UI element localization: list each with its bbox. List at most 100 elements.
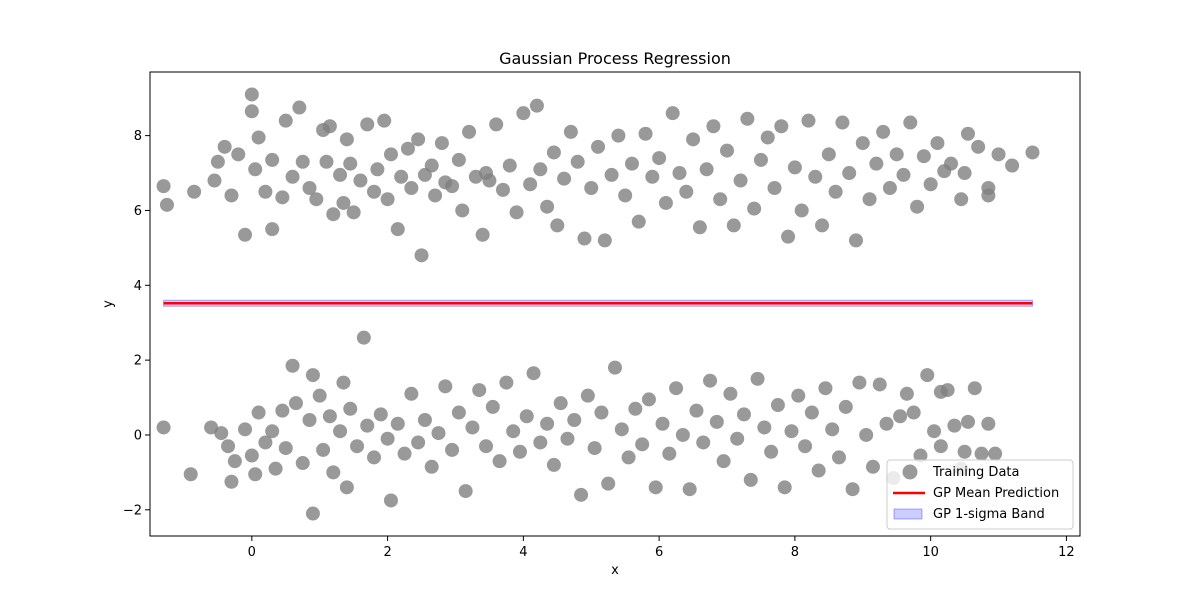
training-data-point (882, 181, 897, 195)
training-data-point (278, 113, 293, 128)
training-data-point (944, 156, 959, 171)
training-data-point (658, 195, 673, 210)
training-data-point (210, 154, 225, 169)
training-data-point (397, 446, 412, 461)
training-data-point (618, 188, 633, 203)
training-data-point (390, 222, 405, 237)
training-data-point (434, 136, 449, 151)
training-data-point (424, 158, 439, 173)
training-data-point (411, 435, 426, 450)
training-data-point (326, 207, 341, 222)
training-data-point (601, 476, 616, 491)
training-data-point (587, 441, 602, 456)
plot-area (149, 71, 1081, 537)
training-data-point (801, 113, 816, 128)
y-tick-label: 8 (134, 129, 142, 144)
training-data-point (584, 181, 599, 195)
training-data-point (451, 152, 466, 167)
training-data-point (339, 480, 354, 495)
training-data-point (156, 179, 171, 194)
training-data-point (757, 420, 772, 435)
training-data-point (445, 442, 460, 457)
training-data-point (960, 414, 975, 429)
training-data-point (380, 431, 395, 446)
training-data-point (747, 201, 762, 216)
training-data-point (244, 87, 259, 102)
training-data-point (967, 381, 982, 396)
training-data-point (248, 467, 263, 482)
training-data-point (686, 132, 701, 147)
training-data-point (455, 203, 470, 218)
training-data-point (509, 205, 524, 220)
training-data-point (614, 422, 629, 437)
training-data-point (903, 115, 918, 130)
training-data-point (400, 141, 415, 156)
training-data-point (645, 169, 660, 184)
training-data-point (214, 426, 229, 441)
training-data-point (244, 448, 259, 463)
training-data-point (217, 139, 232, 154)
training-data-point (540, 199, 555, 214)
y-axis: −2 0 2 4 6 8 (123, 129, 150, 518)
training-data-point (733, 173, 748, 188)
training-data-point (482, 173, 497, 188)
training-data-point (753, 152, 768, 167)
training-data-point (353, 173, 368, 188)
training-data-point (560, 431, 575, 446)
training-data-point (265, 222, 280, 237)
training-data-point (499, 375, 514, 390)
training-data-point (865, 459, 880, 474)
training-data-point (394, 169, 409, 184)
training-data-point (703, 373, 718, 388)
training-data-point (699, 162, 714, 177)
x-tick-label: 4 (519, 545, 527, 560)
training-data-point (913, 448, 928, 463)
x-tick-label: 12 (1058, 545, 1075, 560)
training-data-point (784, 424, 799, 439)
x-tick-label: 6 (655, 545, 663, 560)
training-data-point (920, 368, 935, 383)
training-data-point (835, 115, 850, 130)
training-data-point (631, 214, 646, 229)
x-tick-label: 8 (791, 545, 799, 560)
training-data-point (811, 463, 826, 478)
points-layer (156, 87, 1040, 521)
training-data-point (774, 119, 789, 134)
training-data-point (285, 169, 300, 184)
legend-label-training-data: Training Data (932, 465, 1019, 480)
training-data-point (923, 177, 938, 192)
training-data-point (417, 413, 432, 427)
training-data-point (655, 416, 670, 431)
training-data-point (1005, 158, 1020, 173)
training-data-point (516, 106, 531, 121)
training-data-point (981, 188, 996, 203)
training-data-point (692, 220, 707, 235)
training-data-point (957, 166, 972, 181)
training-data-point (465, 420, 480, 435)
training-data-point (451, 405, 466, 420)
training-data-point (275, 190, 290, 205)
y-tick-label: 2 (134, 354, 142, 369)
training-data-point (380, 192, 395, 207)
training-data-point (971, 139, 986, 154)
training-data-point (546, 145, 561, 160)
training-data-point (305, 368, 320, 383)
training-data-point (367, 450, 382, 465)
training-data-point (682, 482, 697, 497)
training-data-point (675, 427, 690, 442)
training-data-point (224, 188, 239, 203)
training-data-point (207, 173, 222, 188)
training-data-point (781, 229, 796, 244)
training-data-point (265, 152, 280, 167)
training-data-point (767, 181, 782, 195)
training-data-point (251, 405, 266, 420)
training-data-point (431, 426, 446, 441)
training-data-point (862, 192, 877, 207)
training-data-point (258, 184, 273, 199)
x-axis: 0 2 4 6 8 10 12 (248, 536, 1075, 560)
training-data-point (591, 139, 606, 154)
training-data-point (251, 130, 266, 145)
training-data-point (872, 377, 887, 392)
training-data-point (848, 233, 863, 248)
